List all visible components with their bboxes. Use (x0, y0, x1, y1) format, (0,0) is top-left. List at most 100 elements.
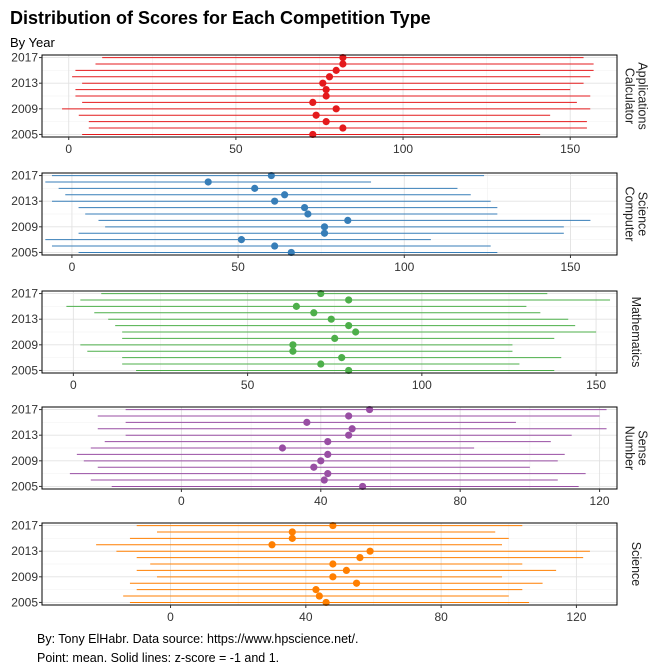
facet-panels: 2005 2009 2013 2017 0 50 100 150 Calculator Appli… (11, 51, 649, 624)
mean-point-2014 (310, 309, 318, 317)
y-tick-label: 2013 (11, 544, 38, 558)
x-tick-label: 80 (454, 494, 468, 508)
mean-point-2009 (289, 341, 297, 349)
mean-point-2016 (345, 412, 353, 420)
facet-strip-label: Sense (636, 430, 650, 465)
panel-number-sense: 2005 2009 2013 2017 0 40 80 120 Number Sense (11, 403, 649, 508)
mean-point-2005 (359, 482, 367, 491)
y-tick-label: 2009 (11, 102, 38, 116)
mean-point-2017 (365, 405, 374, 414)
panel-computer-science: 2005 2009 2013 2017 0 50 100 150 Computer Science (11, 169, 649, 274)
mean-point-2015 (332, 66, 340, 74)
mean-point-2005 (287, 248, 295, 257)
mean-point-2006 (339, 124, 347, 132)
y-tick-label: 2013 (11, 194, 38, 208)
mean-point-2012 (345, 321, 353, 330)
facet-strip-label: Mathematics (629, 297, 643, 368)
mean-point-2007 (322, 118, 330, 126)
mean-point-2014 (325, 73, 334, 81)
y-tick-label: 2009 (11, 570, 38, 584)
mean-point-2010 (344, 216, 352, 225)
mean-point-2007 (312, 586, 320, 594)
y-tick-label: 2017 (11, 51, 38, 65)
mean-point-2011 (304, 210, 312, 218)
y-tick-label: 2009 (11, 220, 38, 234)
mean-point-2012 (356, 553, 364, 562)
panel-mathematics: 2005 2009 2013 2017 0 50 100 150 Mathematics (11, 287, 643, 392)
chart-subtitle: By Year (10, 35, 55, 50)
mean-point-2011 (322, 92, 330, 100)
x-tick-label: 120 (590, 494, 610, 508)
mean-point-2013 (271, 197, 279, 205)
mean-point-2006 (315, 592, 323, 600)
mean-point-2005 (309, 130, 317, 139)
mean-point-2015 (303, 418, 311, 426)
facet-strip-label: Science (636, 192, 650, 237)
mean-point-2016 (288, 528, 296, 536)
x-tick-label: 0 (70, 378, 77, 392)
mean-point-2012 (300, 203, 309, 212)
x-tick-label: 80 (434, 610, 448, 624)
panel-border (41, 522, 618, 606)
mean-point-2012 (324, 437, 332, 446)
x-tick-label: 50 (231, 260, 245, 274)
mean-point-2017 (329, 521, 337, 530)
mean-point-2015 (288, 534, 296, 542)
y-tick-label: 2013 (11, 428, 38, 442)
x-tick-label: 120 (566, 610, 586, 624)
mean-point-2016 (339, 60, 347, 68)
mean-point-2005 (322, 598, 330, 607)
mean-point-2014 (268, 541, 276, 549)
y-tick-label: 2017 (11, 519, 38, 533)
mean-point-2011 (278, 444, 287, 452)
y-tick-label: 2017 (11, 287, 38, 301)
x-tick-label: 0 (178, 494, 185, 508)
panel-border (41, 290, 618, 374)
y-tick-label: 2009 (11, 338, 38, 352)
x-tick-label: 40 (299, 610, 313, 624)
mean-point-2011 (352, 328, 360, 336)
chart-title: Distribution of Scores for Each Competit… (10, 8, 431, 28)
panel-border (41, 54, 618, 138)
mean-point-2009 (332, 105, 340, 113)
y-tick-label: 2009 (11, 454, 38, 468)
chart-caption-source: By: Tony ElHabr. Data source: https://ww… (37, 632, 358, 646)
y-tick-label: 2013 (11, 76, 38, 90)
mean-point-2006 (317, 360, 325, 368)
facet-strip-label: Science (629, 542, 643, 587)
mean-point-2008 (312, 111, 320, 119)
facet-strip-label: Calculator (623, 68, 637, 124)
mean-point-2007 (237, 236, 246, 244)
mean-point-2016 (345, 296, 353, 304)
mean-point-2008 (352, 579, 361, 587)
panel-border (41, 406, 618, 490)
y-tick-label: 2005 (11, 127, 38, 141)
mean-point-2009 (320, 223, 329, 231)
y-tick-label: 2005 (11, 595, 38, 609)
y-tick-label: 2005 (11, 363, 38, 377)
y-tick-label: 2013 (11, 312, 38, 326)
x-tick-label: 50 (241, 378, 255, 392)
mean-point-2010 (342, 566, 351, 575)
mean-point-2010 (309, 98, 317, 107)
mean-point-2013 (319, 79, 327, 87)
mean-point-2014 (348, 425, 356, 433)
mean-point-2014 (281, 191, 289, 199)
x-tick-label: 150 (586, 378, 606, 392)
mean-point-2008 (289, 347, 297, 355)
y-tick-label: 2005 (11, 479, 38, 493)
x-tick-label: 0 (65, 142, 72, 156)
mean-point-2006 (320, 476, 328, 484)
mean-point-2015 (292, 302, 300, 310)
mean-point-2017 (339, 53, 347, 62)
x-tick-label: 150 (560, 260, 580, 274)
mean-point-2016 (204, 178, 212, 186)
panel-border (41, 172, 618, 256)
facet-strip-label: Computer (623, 187, 637, 242)
facet-strip-label: Number (623, 426, 637, 470)
mean-point-2005 (345, 366, 353, 375)
mean-point-2010 (324, 450, 332, 459)
mean-point-2017 (317, 289, 325, 298)
panel-calculator-applications: 2005 2009 2013 2017 0 50 100 150 Calculator Appli… (11, 51, 649, 156)
